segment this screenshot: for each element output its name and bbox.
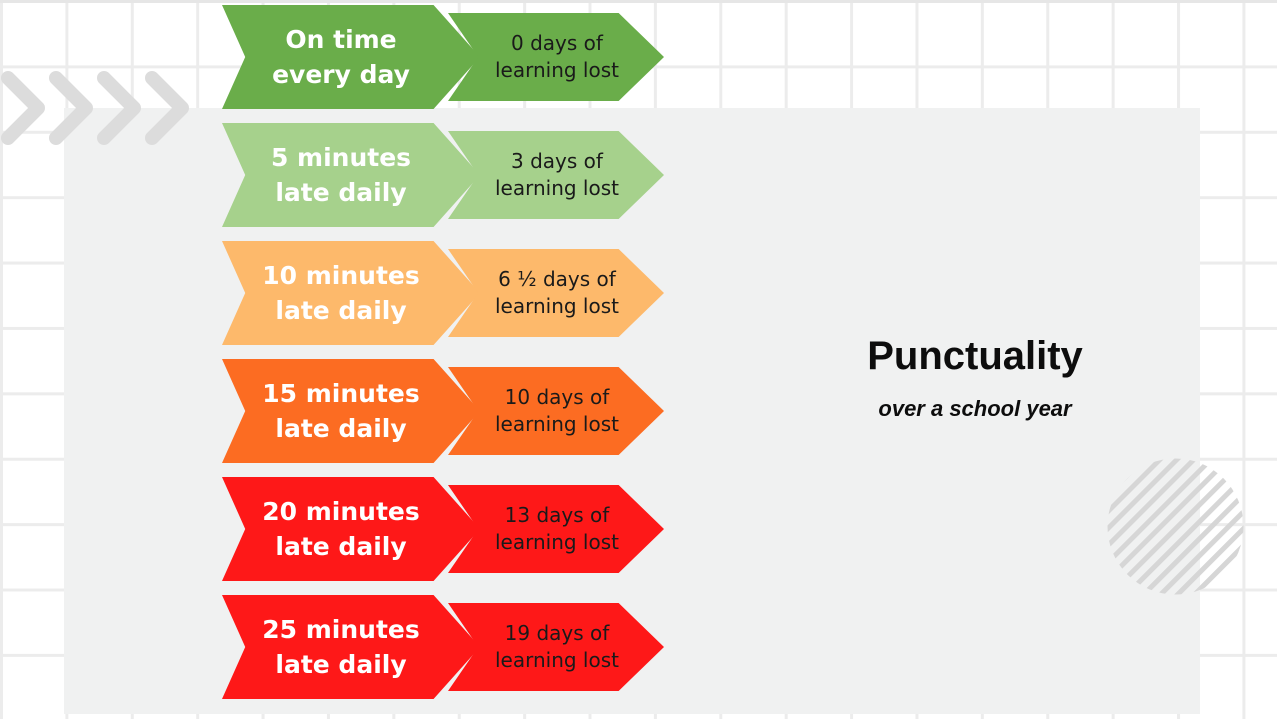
label-line1: 25 minutes [262, 615, 420, 644]
row-25-minutes: 25 minutes late daily 19 days of learnin… [222, 595, 664, 699]
arrow-result: 0 days of learning lost [448, 13, 664, 101]
arrow-label: 20 minutes late daily [222, 477, 480, 581]
label-line1: On time [285, 25, 397, 54]
label-line2: late daily [275, 650, 407, 679]
page-subtitle: over a school year [878, 396, 1072, 421]
striped-circle-icon [1107, 458, 1244, 595]
page-title: Punctuality [867, 334, 1083, 378]
label-line1: 20 minutes [262, 497, 420, 526]
result-line2: learning lost [494, 294, 619, 318]
label-line1: 5 minutes [270, 143, 412, 172]
arrow-result: 6 ½ days of learning lost [448, 249, 664, 337]
arrow-label-text: 5 minutes late daily [271, 140, 411, 210]
result-line2: learning lost [494, 58, 619, 82]
arrow-label-text: 25 minutes late daily [262, 612, 420, 682]
arrow-label: 10 minutes late daily [222, 241, 480, 345]
result-line1: 3 days of [511, 149, 603, 173]
row-15-minutes: 15 minutes late daily 10 days of learnin… [222, 359, 664, 463]
arrow-label-text: 15 minutes late daily [262, 376, 420, 446]
label-line1: 10 minutes [262, 261, 420, 290]
row-on-time: On time every day 0 days of learning los… [222, 5, 664, 109]
label-line2: late daily [275, 414, 407, 443]
result-line1: 0 days of [511, 31, 603, 55]
result-line1: 13 days of [504, 503, 610, 527]
arrow-result-text: 6 ½ days of learning lost [495, 266, 619, 320]
decorative-chevrons-icon [1, 71, 189, 145]
arrow-result: 19 days of learning lost [448, 603, 664, 691]
arrow-label: 15 minutes late daily [222, 359, 480, 463]
row-5-minutes: 5 minutes late daily 3 days of learning … [222, 123, 664, 227]
row-10-minutes: 10 minutes late daily 6 ½ days of learni… [222, 241, 664, 345]
result-line1: 6 ½ days of [498, 267, 616, 291]
arrow-result-text: 10 days of learning lost [495, 384, 619, 438]
result-line2: learning lost [494, 648, 619, 672]
arrow-label-text: On time every day [272, 22, 410, 92]
arrow-label-text: 10 minutes late daily [262, 258, 420, 328]
arrow-result-text: 13 days of learning lost [495, 502, 619, 556]
arrow-label: 5 minutes late daily [222, 123, 480, 227]
arrow-result-text: 0 days of learning lost [495, 30, 619, 84]
arrow-result: 13 days of learning lost [448, 485, 664, 573]
label-line1: 15 minutes [262, 379, 420, 408]
arrow-result: 10 days of learning lost [448, 367, 664, 455]
result-line2: learning lost [494, 530, 619, 554]
top-border [0, 0, 1277, 3]
result-line1: 19 days of [504, 621, 610, 645]
row-20-minutes: 20 minutes late daily 13 days of learnin… [222, 477, 664, 581]
arrow-result-text: 19 days of learning lost [495, 620, 619, 674]
arrow-result-text: 3 days of learning lost [495, 148, 619, 202]
label-line2: late daily [275, 178, 407, 207]
result-line2: learning lost [494, 412, 619, 436]
arrow-label-text: 20 minutes late daily [262, 494, 420, 564]
arrow-result: 3 days of learning lost [448, 131, 664, 219]
arrow-label: 25 minutes late daily [222, 595, 480, 699]
label-line2: every day [272, 60, 410, 89]
result-line2: learning lost [494, 176, 619, 200]
label-line2: late daily [275, 296, 407, 325]
arrow-label: On time every day [222, 5, 480, 109]
result-line1: 10 days of [504, 385, 610, 409]
label-line2: late daily [275, 532, 407, 561]
